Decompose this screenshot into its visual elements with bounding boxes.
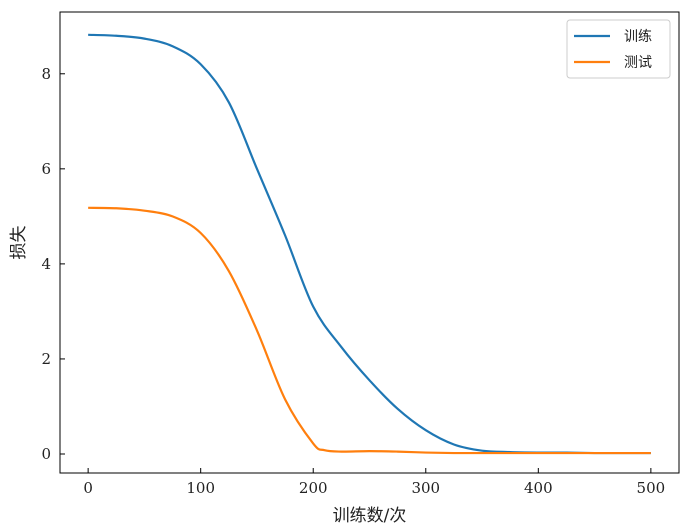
legend-box [566,19,671,79]
y-tick-label: 8 [41,65,51,83]
y-tick-label: 2 [41,350,51,368]
x-tick-label: 500 [637,479,666,497]
axis-ticks: 0 100 200 300 400 500 0 2 4 6 8 [41,65,665,497]
series-lines [88,33,651,455]
series-line-train [88,33,651,455]
series-line-test [88,206,651,455]
legend-label-test: 测试 [624,55,652,71]
x-axis-label: 训练数/次 [333,506,407,526]
x-tick-label: 0 [83,479,93,497]
x-tick-label: 100 [186,479,215,497]
y-tick-label: 0 [41,445,51,463]
y-tick-label: 6 [41,160,51,178]
x-tick-label: 300 [411,479,440,497]
y-axis-label: 损失 [9,226,29,260]
legend-label-train: 训练 [624,29,652,45]
y-tick-label: 4 [41,255,51,273]
x-tick-label: 400 [524,479,553,497]
plot-frame [59,11,680,474]
x-tick-label: 200 [299,479,328,497]
legend: 训练 测试 [566,19,671,79]
